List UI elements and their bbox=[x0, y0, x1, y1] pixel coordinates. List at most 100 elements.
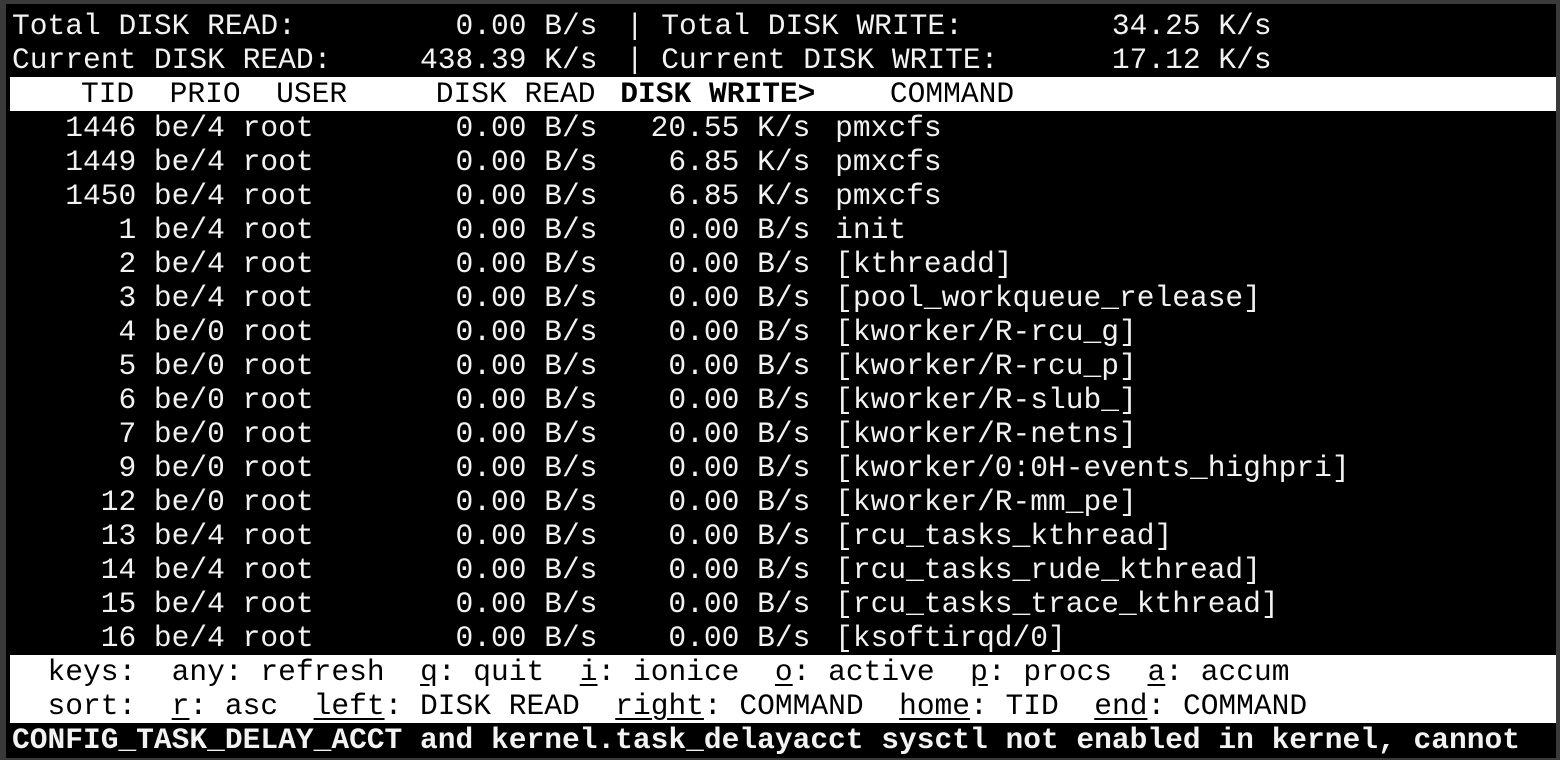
summary-total: Total DISK READ: 0.00 B/s | Total DISK W… bbox=[12, 9, 1556, 43]
process-row[interactable]: 1449 be/4 root 0.00 B/s 6.85 K/s pmxcfs bbox=[12, 145, 1556, 179]
command-cell: [rcu_tasks_kthread] bbox=[835, 519, 1173, 553]
shortcut-description: : active bbox=[792, 655, 935, 689]
prio-cell: be/0 bbox=[153, 417, 225, 451]
shortcut-key[interactable]: i bbox=[579, 655, 598, 689]
command-cell: [kworker/R-rcu_p] bbox=[835, 349, 1137, 383]
process-row[interactable]: 5 be/0 root 0.00 B/s 0.00 B/s [kworker/R-rcu_… bbox=[12, 349, 1556, 383]
prio-cell: be/0 bbox=[153, 451, 225, 485]
separator: | bbox=[625, 9, 644, 43]
column-user[interactable]: USER bbox=[276, 77, 348, 111]
disk-read-cell: 0.00 B/s bbox=[455, 315, 598, 349]
user-cell: root bbox=[242, 417, 314, 451]
column-disk-read[interactable]: DISK READ bbox=[435, 77, 596, 111]
disk-read-cell: 0.00 B/s bbox=[455, 383, 598, 417]
disk-read-cell: 0.00 B/s bbox=[455, 621, 598, 655]
disk-read-cell: 0.00 B/s bbox=[455, 111, 598, 145]
process-row[interactable]: 12 be/0 root 0.00 B/s 0.00 B/s [kworker/R-mm_… bbox=[12, 485, 1556, 519]
tid-cell: 6 bbox=[118, 383, 137, 417]
user-cell: root bbox=[242, 315, 314, 349]
column-disk-write-sorted[interactable]: DISK WRITE> bbox=[620, 77, 816, 111]
process-row[interactable]: 13 be/4 root 0.00 B/s 0.00 B/s [rcu_tasks_kth… bbox=[12, 519, 1556, 553]
process-row[interactable]: 7 be/0 root 0.00 B/s 0.00 B/s [kworker/R-netn… bbox=[12, 417, 1556, 451]
spacer bbox=[935, 655, 970, 689]
current-read-label: Current DISK READ: bbox=[12, 43, 332, 77]
shortcut-key[interactable]: end bbox=[1094, 689, 1148, 723]
disk-read-cell: 0.00 B/s bbox=[455, 587, 598, 621]
disk-read-cell: 0.00 B/s bbox=[455, 281, 598, 315]
spacer bbox=[12, 689, 47, 723]
process-row[interactable]: 1 be/4 root 0.00 B/s 0.00 B/s init bbox=[12, 213, 1556, 247]
spacer bbox=[278, 689, 313, 723]
process-row[interactable]: 16 be/4 root 0.00 B/s 0.00 B/s [ksoftirqd/0] bbox=[12, 621, 1556, 655]
shortcut-description: : accum bbox=[1165, 655, 1290, 689]
command-cell: [kworker/R-slub_] bbox=[835, 383, 1137, 417]
column-prio[interactable]: PRIO bbox=[169, 77, 241, 111]
shortcut-key[interactable]: home bbox=[899, 689, 971, 723]
disk-write-cell: 6.85 K/s bbox=[668, 179, 811, 213]
spacer bbox=[580, 689, 615, 723]
disk-read-cell: 0.00 B/s bbox=[455, 417, 598, 451]
process-row[interactable]: 4 be/0 root 0.00 B/s 0.00 B/s [kworker/R-rcu_… bbox=[12, 315, 1556, 349]
disk-read-cell: 0.00 B/s bbox=[455, 553, 598, 587]
spacer bbox=[136, 655, 171, 689]
terminal-window[interactable]: Total DISK READ: 0.00 B/s | Total DISK W… bbox=[6, 4, 1556, 758]
disk-read-cell: 0.00 B/s bbox=[455, 213, 598, 247]
spacer bbox=[739, 655, 774, 689]
disk-read-cell: 0.00 B/s bbox=[455, 349, 598, 383]
user-cell: root bbox=[242, 281, 314, 315]
shortcut-key[interactable]: a bbox=[1147, 655, 1166, 689]
prio-cell: be/4 bbox=[153, 213, 225, 247]
command-cell: [kworker/0:0H-events_highpri] bbox=[835, 451, 1350, 485]
shortcut-description: : procs bbox=[987, 655, 1113, 689]
disk-write-cell: 0.00 B/s bbox=[668, 553, 811, 587]
footer-keys: keys: any: refresh q: quit i: ionice o: … bbox=[10, 655, 1556, 689]
tid-cell: 2 bbox=[118, 247, 137, 281]
process-row[interactable]: 15 be/4 root 0.00 B/s 0.00 B/s [rcu_tasks_tra… bbox=[12, 587, 1556, 621]
process-row[interactable]: 1446 be/4 root 0.00 B/s 20.55 K/s pmxcfs bbox=[12, 111, 1556, 145]
shortcut-description: : asc bbox=[189, 689, 279, 723]
prio-cell: be/4 bbox=[153, 111, 225, 145]
tid-cell: 5 bbox=[118, 349, 137, 383]
shortcut-key[interactable]: left bbox=[313, 689, 385, 723]
command-cell: [rcu_tasks_rude_kthread] bbox=[835, 553, 1261, 587]
user-cell: root bbox=[242, 145, 314, 179]
status-message: CONFIG_TASK_DELAY_ACCT and kernel.task_d… bbox=[12, 723, 1520, 757]
process-row[interactable]: 1450 be/4 root 0.00 B/s 6.85 K/s pmxcfs bbox=[12, 179, 1556, 213]
disk-read-cell: 0.00 B/s bbox=[455, 519, 598, 553]
disk-write-cell: 0.00 B/s bbox=[668, 417, 811, 451]
tid-cell: 1446 bbox=[65, 111, 137, 145]
total-read-label: Total DISK READ: bbox=[12, 9, 296, 43]
column-tid[interactable]: TID bbox=[80, 77, 135, 111]
user-cell: root bbox=[242, 383, 314, 417]
shortcut-key[interactable]: r bbox=[171, 689, 190, 723]
tid-cell: 15 bbox=[100, 587, 137, 621]
disk-read-cell: 0.00 B/s bbox=[455, 179, 598, 213]
tid-cell: 3 bbox=[118, 281, 137, 315]
shortcut-key[interactable]: p bbox=[970, 655, 988, 689]
shortcut-key[interactable]: right bbox=[615, 689, 704, 723]
summary-current: Current DISK READ: 438.39 K/s | Current … bbox=[12, 43, 1556, 77]
prio-cell: be/4 bbox=[153, 247, 225, 281]
process-row[interactable]: 14 be/4 root 0.00 B/s 0.00 B/s [rcu_tasks_rud… bbox=[12, 553, 1556, 587]
command-cell: [kworker/R-netns] bbox=[835, 417, 1137, 451]
current-write-label: Current DISK WRITE: bbox=[661, 43, 999, 77]
column-command[interactable]: COMMAND bbox=[889, 77, 1015, 111]
total-read-value: 0.00 B/s bbox=[455, 9, 598, 43]
spacer bbox=[1112, 655, 1147, 689]
shortcut-key[interactable]: q bbox=[420, 655, 438, 689]
process-list: 1446 be/4 root 0.00 B/s 20.55 K/s pmxcfs 1449 b… bbox=[12, 111, 1556, 655]
user-cell: root bbox=[242, 621, 314, 655]
user-cell: root bbox=[242, 553, 314, 587]
command-cell: pmxcfs bbox=[835, 145, 942, 179]
footer-label: sort: bbox=[47, 689, 137, 723]
process-row[interactable]: 2 be/4 root 0.00 B/s 0.00 B/s [kthreadd] bbox=[12, 247, 1556, 281]
disk-write-cell: 0.00 B/s bbox=[668, 281, 811, 315]
spacer bbox=[864, 689, 899, 723]
shortcut-key[interactable]: o bbox=[774, 655, 793, 689]
user-cell: root bbox=[242, 247, 314, 281]
process-row[interactable]: 9 be/0 root 0.00 B/s 0.00 B/s [kworker/0:0H-e… bbox=[12, 451, 1556, 485]
total-write-value: 34.25 K/s bbox=[1111, 9, 1272, 43]
shortcut-key[interactable]: any bbox=[171, 655, 225, 689]
process-row[interactable]: 6 be/0 root 0.00 B/s 0.00 B/s [kworker/R-slub… bbox=[12, 383, 1556, 417]
process-row[interactable]: 3 be/4 root 0.00 B/s 0.00 B/s [pool_workqueue… bbox=[12, 281, 1556, 315]
